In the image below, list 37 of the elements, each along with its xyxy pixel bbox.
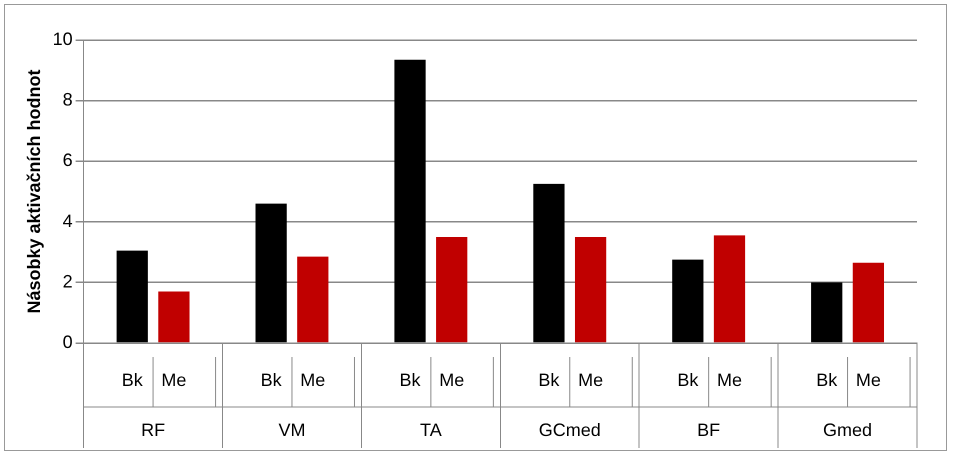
text: Bk [538, 370, 560, 390]
bar [811, 282, 842, 342]
bar [436, 236, 468, 342]
text: Me [716, 370, 742, 390]
text: Bk [400, 370, 421, 390]
bar [852, 262, 884, 342]
text: Bk [677, 370, 698, 390]
bar [158, 291, 190, 342]
bar [533, 184, 565, 342]
x-tick-label: GCmed [538, 420, 601, 440]
bar [116, 250, 148, 342]
y-tick-label: 6 [62, 150, 73, 170]
text: Bk [816, 370, 838, 390]
bar [256, 204, 287, 342]
y-tick-label: 0 [62, 332, 73, 352]
x-tick-label: RF [141, 420, 166, 440]
bar [672, 260, 704, 342]
x-tick-label: TA [420, 420, 442, 440]
y-tick-label: 10 [52, 28, 73, 49]
text: Me [578, 370, 604, 390]
series-label: Bk [122, 370, 144, 390]
bar [574, 236, 606, 342]
series-label: Me [161, 370, 186, 390]
bar [714, 235, 746, 342]
text: Me [439, 370, 464, 390]
bar [394, 60, 426, 342]
y-tick-label: 8 [62, 90, 73, 110]
x-tick-label: Gmed [823, 420, 872, 440]
text: Me [300, 370, 326, 390]
bar [297, 256, 328, 342]
y-axis-title: Násobky aktivačních hodnot [24, 69, 44, 314]
text: Me [856, 370, 881, 390]
y-tick-label: 2 [62, 271, 73, 292]
x-tick-label: VM [278, 420, 306, 440]
y-tick-label: 4 [62, 210, 73, 231]
x-tick-label: BF [697, 420, 720, 440]
text: Bk [260, 370, 282, 390]
